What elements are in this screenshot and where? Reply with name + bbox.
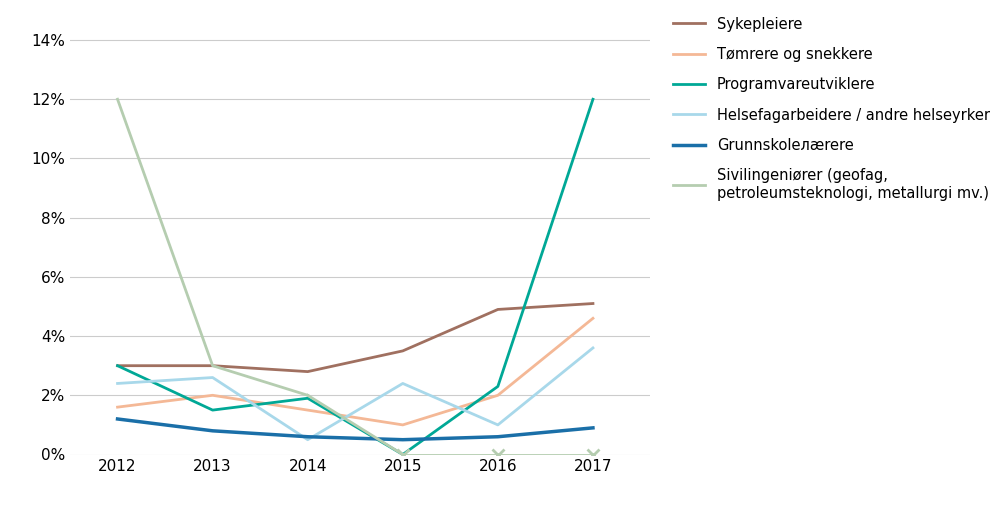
Tømrere og snekkere [492,392,504,398]
Line: Helsefagarbeidere / andre helseyrker: Helsefagarbeidere / andre helseyrker [118,348,593,440]
Sykepleiere [587,300,599,307]
Programvareutviklere [397,451,409,458]
Helsefagarbeidere / andre helseyrker [492,422,504,428]
Grunnskoleлærere [587,425,599,431]
Line: Programvareutviklere: Programvareutviklere [118,99,593,455]
Helsefagarbeidere / andre helseyrker [207,375,219,381]
Programvareutviklere [587,96,599,103]
Sykepleiere [302,369,314,375]
Grunnskoleлærere [112,416,124,422]
Helsefagarbeidere / andre helseyrker [112,380,124,386]
Sykepleiere [492,307,504,313]
Line: Sykepleiere: Sykepleiere [118,304,593,372]
Programvareutviklere [492,383,504,389]
Helsefagarbeidere / andre helseyrker [397,380,409,386]
Legend: Sykepleiere, Tømrere og snekkere, Programvareutviklere, Helsefagarbeidere / andr: Sykepleiere, Tømrere og snekkere, Progra… [673,17,990,200]
Helsefagarbeidere / andre helseyrker [587,345,599,351]
Programvareutviklere [112,363,124,369]
Sykepleiere [207,363,219,369]
Sykepleiere [112,363,124,369]
Programvareutviklere [207,407,219,413]
Grunnskoleлærere [302,434,314,440]
Programvareutviklere [302,395,314,401]
Grunnskoleлærere [207,428,219,434]
Line: Grunnskoleлærere: Grunnskoleлærere [118,419,593,440]
Grunnskoleлærere [397,437,409,443]
Tømrere og snekkere [302,407,314,413]
Tømrere og snekkere [397,422,409,428]
Line: Tømrere og snekkere: Tømrere og snekkere [118,318,593,425]
Tømrere og snekkere [112,404,124,410]
Tømrere og snekkere [587,315,599,321]
Helsefagarbeidere / andre helseyrker [302,437,314,443]
Tømrere og snekkere [207,392,219,398]
Grunnskoleлærere [492,434,504,440]
Sykepleiere [397,348,409,354]
